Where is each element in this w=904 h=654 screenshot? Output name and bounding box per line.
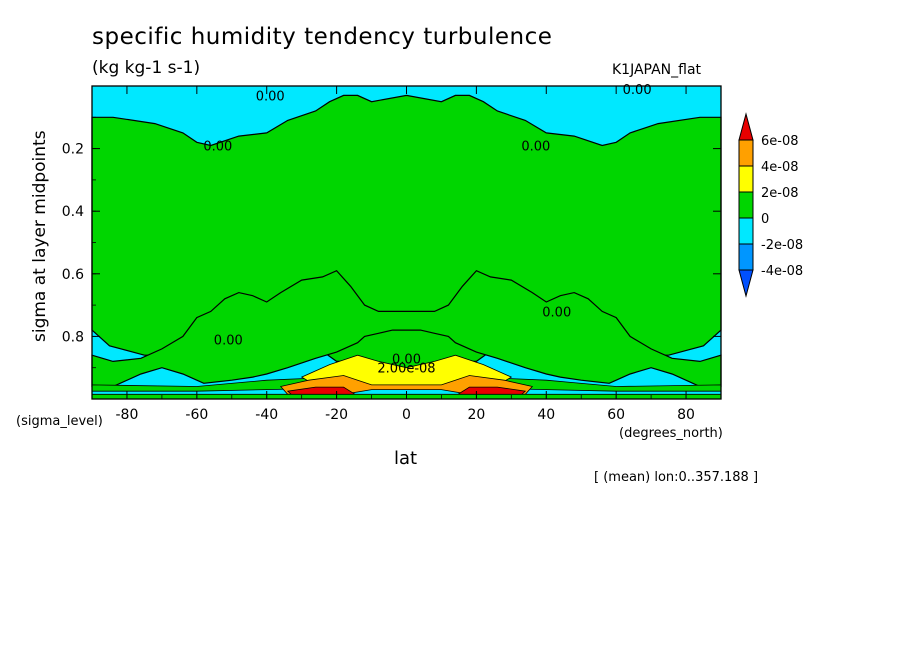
dataset-label: K1JAPAN_flat [612, 62, 702, 78]
legend-label-2: 2e-08 [761, 186, 799, 201]
legend-swatch-6 [738, 269, 754, 298]
legend-label-1: 4e-08 [761, 160, 799, 175]
legend-swatch-5 [738, 243, 754, 271]
y-tick-label-1: 0.4 [62, 204, 84, 220]
legend-swatch-3 [738, 191, 754, 219]
legend-label-4: -2e-08 [761, 238, 803, 253]
contour-label-0: 0.00 [256, 89, 285, 104]
x-tick-label-2: -40 [255, 407, 278, 423]
contour-label-1: 0.00 [623, 83, 652, 98]
legend-swatch-0 [738, 112, 754, 141]
x-tick-label-7: 60 [607, 407, 625, 423]
x-tick-label-8: 80 [677, 407, 695, 423]
y-tick-label-3: 0.8 [62, 329, 84, 345]
legend-swatch-2 [738, 165, 754, 193]
legend-swatch-4 [738, 217, 754, 245]
contour-label-5: 0.00 [542, 305, 571, 320]
x-tick-label-4: 0 [402, 407, 411, 423]
y-axis-unit: (sigma_level) [16, 414, 103, 429]
chart-title: specific humidity tendency turbulence [92, 24, 553, 50]
contour-label-3: 0.00 [521, 139, 550, 154]
x-tick-label-6: 40 [537, 407, 555, 423]
x-axis-unit: (degrees_north) [619, 426, 723, 441]
contour-label-7: 2.00e-08 [377, 362, 435, 377]
legend-label-0: 6e-08 [761, 134, 799, 149]
y-tick-label-2: 0.6 [62, 267, 84, 283]
contour-region-1 [91, 269, 722, 388]
contour-label-6: 0.00 [392, 352, 421, 367]
contour-label-2: 0.00 [203, 139, 232, 154]
x-tick-label-5: 20 [467, 407, 485, 423]
contour-label-4: 0.00 [214, 334, 243, 349]
legend-label-3: 0 [761, 212, 769, 227]
averaging-note: [ (mean) lon:0..357.188 ] [594, 470, 759, 485]
x-tick-label-3: -20 [325, 407, 348, 423]
y-tick-label-0: 0.2 [62, 142, 84, 158]
x-axis-label: lat [394, 448, 418, 469]
legend-swatch-1 [738, 139, 754, 167]
legend-label-5: -4e-08 [761, 264, 803, 279]
x-tick-label-0: -80 [116, 407, 139, 423]
chart-units: (kg kg-1 s-1) [92, 58, 201, 78]
x-tick-label-1: -60 [185, 407, 208, 423]
